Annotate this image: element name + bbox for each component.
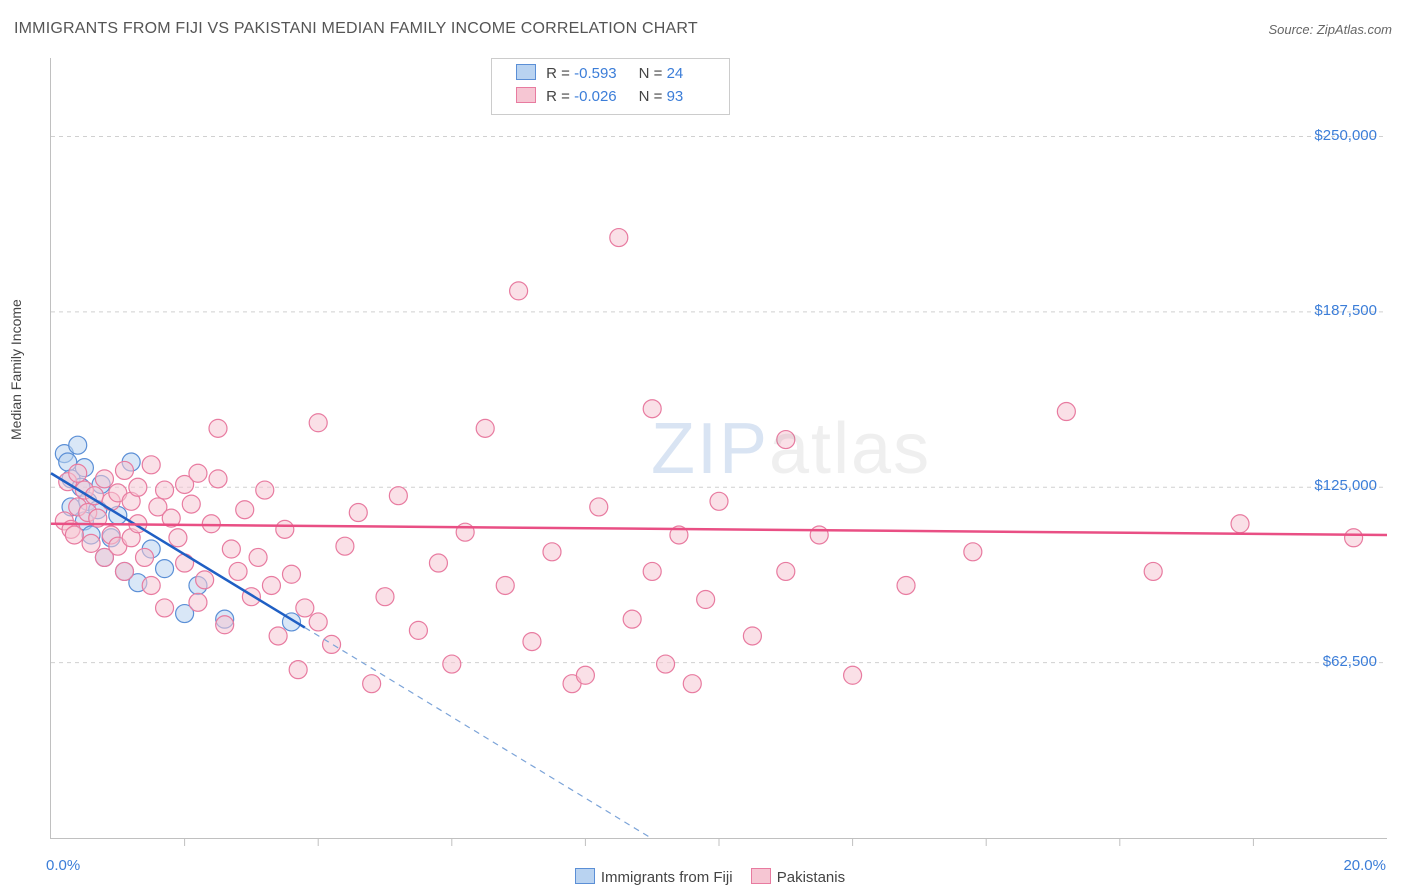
y-tick-label: $187,500 [1314,302,1377,319]
swatch-icon [516,87,536,103]
chart-title: IMMIGRANTS FROM FIJI VS PAKISTANI MEDIAN… [14,20,698,37]
r-value: -0.026 [574,86,626,109]
swatch-icon [751,868,771,884]
y-axis-label: Median Family Income [8,299,24,440]
chart-svg [51,58,1387,838]
n-value: 24 [667,63,719,86]
y-tick-label: $125,000 [1314,477,1377,494]
legend-label-fiji: Immigrants from Fiji [601,869,733,886]
stats-row-pakistani: R = -0.026 N = 93 [502,86,719,109]
r-label: R = [546,88,570,105]
n-label: N = [639,88,663,105]
legend-label-pakistani: Pakistanis [777,869,845,886]
chart-header: IMMIGRANTS FROM FIJI VS PAKISTANI MEDIAN… [14,20,1392,50]
chart-plot-area: ZIPatlas R = -0.593 N = 24 R = -0.026 N … [50,58,1387,839]
y-tick-label: $250,000 [1314,127,1377,144]
swatch-icon [575,868,595,884]
stats-legend: R = -0.593 N = 24 R = -0.026 N = 93 [491,58,730,115]
footer-legend: Immigrants from Fiji Pakistanis [0,868,1406,886]
n-label: N = [639,65,663,82]
y-tick-label: $62,500 [1323,653,1377,670]
n-value: 93 [667,86,719,109]
swatch-icon [516,64,536,80]
chart-source: Source: ZipAtlas.com [1268,22,1392,37]
r-value: -0.593 [574,63,626,86]
r-label: R = [546,65,570,82]
stats-row-fiji: R = -0.593 N = 24 [502,63,719,86]
